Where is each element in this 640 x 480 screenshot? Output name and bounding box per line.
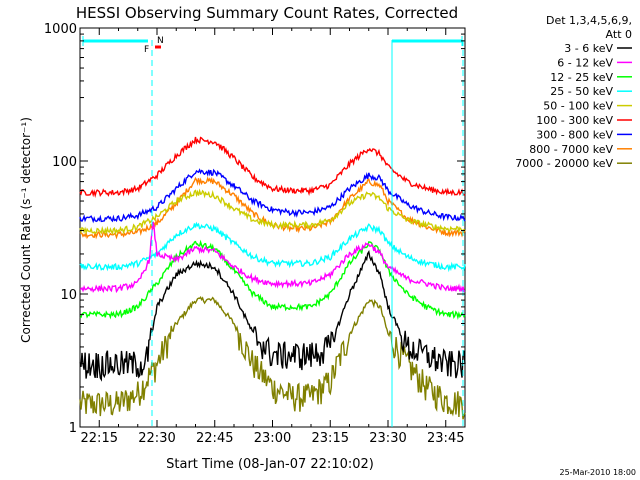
legend-label-25-50-kev: 25 - 50 keV — [550, 85, 613, 98]
flag-label-n: N — [157, 36, 164, 46]
series-line-50-100-kev — [79, 188, 466, 237]
x-tick-label: 23:00 — [254, 431, 291, 446]
legend-label-800-7000-kev: 800 - 7000 keV — [529, 143, 613, 156]
legend-label-7000-20000-kev: 7000 - 20000 keV — [515, 157, 613, 170]
y-tick-label: 1 — [69, 421, 77, 436]
series-line-6-12-kev — [79, 221, 466, 294]
axes: 22:15 22:30 22:45 23:00 23:15 23:30 23:45 1 10 10… — [44, 22, 466, 446]
legend-label-12-25-kev: 12 - 25 keV — [550, 71, 613, 84]
legend-label-3-6-kev: 3 - 6 keV — [564, 42, 613, 55]
series-layer — [79, 136, 466, 420]
x-tick-label: 23:15 — [312, 431, 349, 446]
series-line-25-50-kev — [79, 221, 466, 273]
legend-label-300-800-kev: 300 - 800 keV — [536, 128, 613, 141]
x-tick-label: 22:30 — [138, 431, 175, 446]
series-line-7000-20000-kev — [79, 296, 466, 420]
series-line-300-800-kev — [79, 168, 466, 224]
y-axis-label: Corrected Count Rate (s⁻¹ detector⁻¹) — [19, 117, 33, 343]
legend-label-6-12-kev: 6 - 12 keV — [557, 56, 613, 69]
x-tick-label: 22:45 — [196, 431, 233, 446]
y-tick-label: 100 — [52, 155, 77, 170]
x-tick-label: 22:15 — [81, 431, 118, 446]
legend-header-line-2: Att 0 — [606, 28, 632, 41]
legend-header-line-1: Det 1,3,4,5,6,9, — [546, 14, 632, 27]
flag-label-f: F — [144, 45, 149, 55]
chart-title: HESSI Observing Summary Count Rates, Cor… — [76, 4, 458, 22]
legend-label-50-100-kev: 50 - 100 keV — [543, 100, 613, 113]
legend-label-100-300-kev: 100 - 300 keV — [536, 114, 613, 127]
timestamp: 25-Mar-2010 18:00 — [560, 468, 637, 477]
legend: Det 1,3,4,5,6,9, Att 0 7000 - 20000 keV8… — [515, 14, 632, 170]
x-tick-label: 23:45 — [427, 431, 464, 446]
series-line-100-300-kev — [79, 136, 466, 198]
x-axis-label: Start Time (08-Jan-07 22:10:02) — [166, 457, 374, 472]
flag-markers: FN — [82, 36, 464, 427]
x-tick-label: 23:30 — [369, 431, 406, 446]
series-line-12-25-kev — [79, 239, 466, 321]
y-tick-label: 1000 — [44, 22, 77, 37]
series-line-3-6-kev — [79, 250, 466, 382]
y-tick-label: 10 — [60, 288, 77, 303]
